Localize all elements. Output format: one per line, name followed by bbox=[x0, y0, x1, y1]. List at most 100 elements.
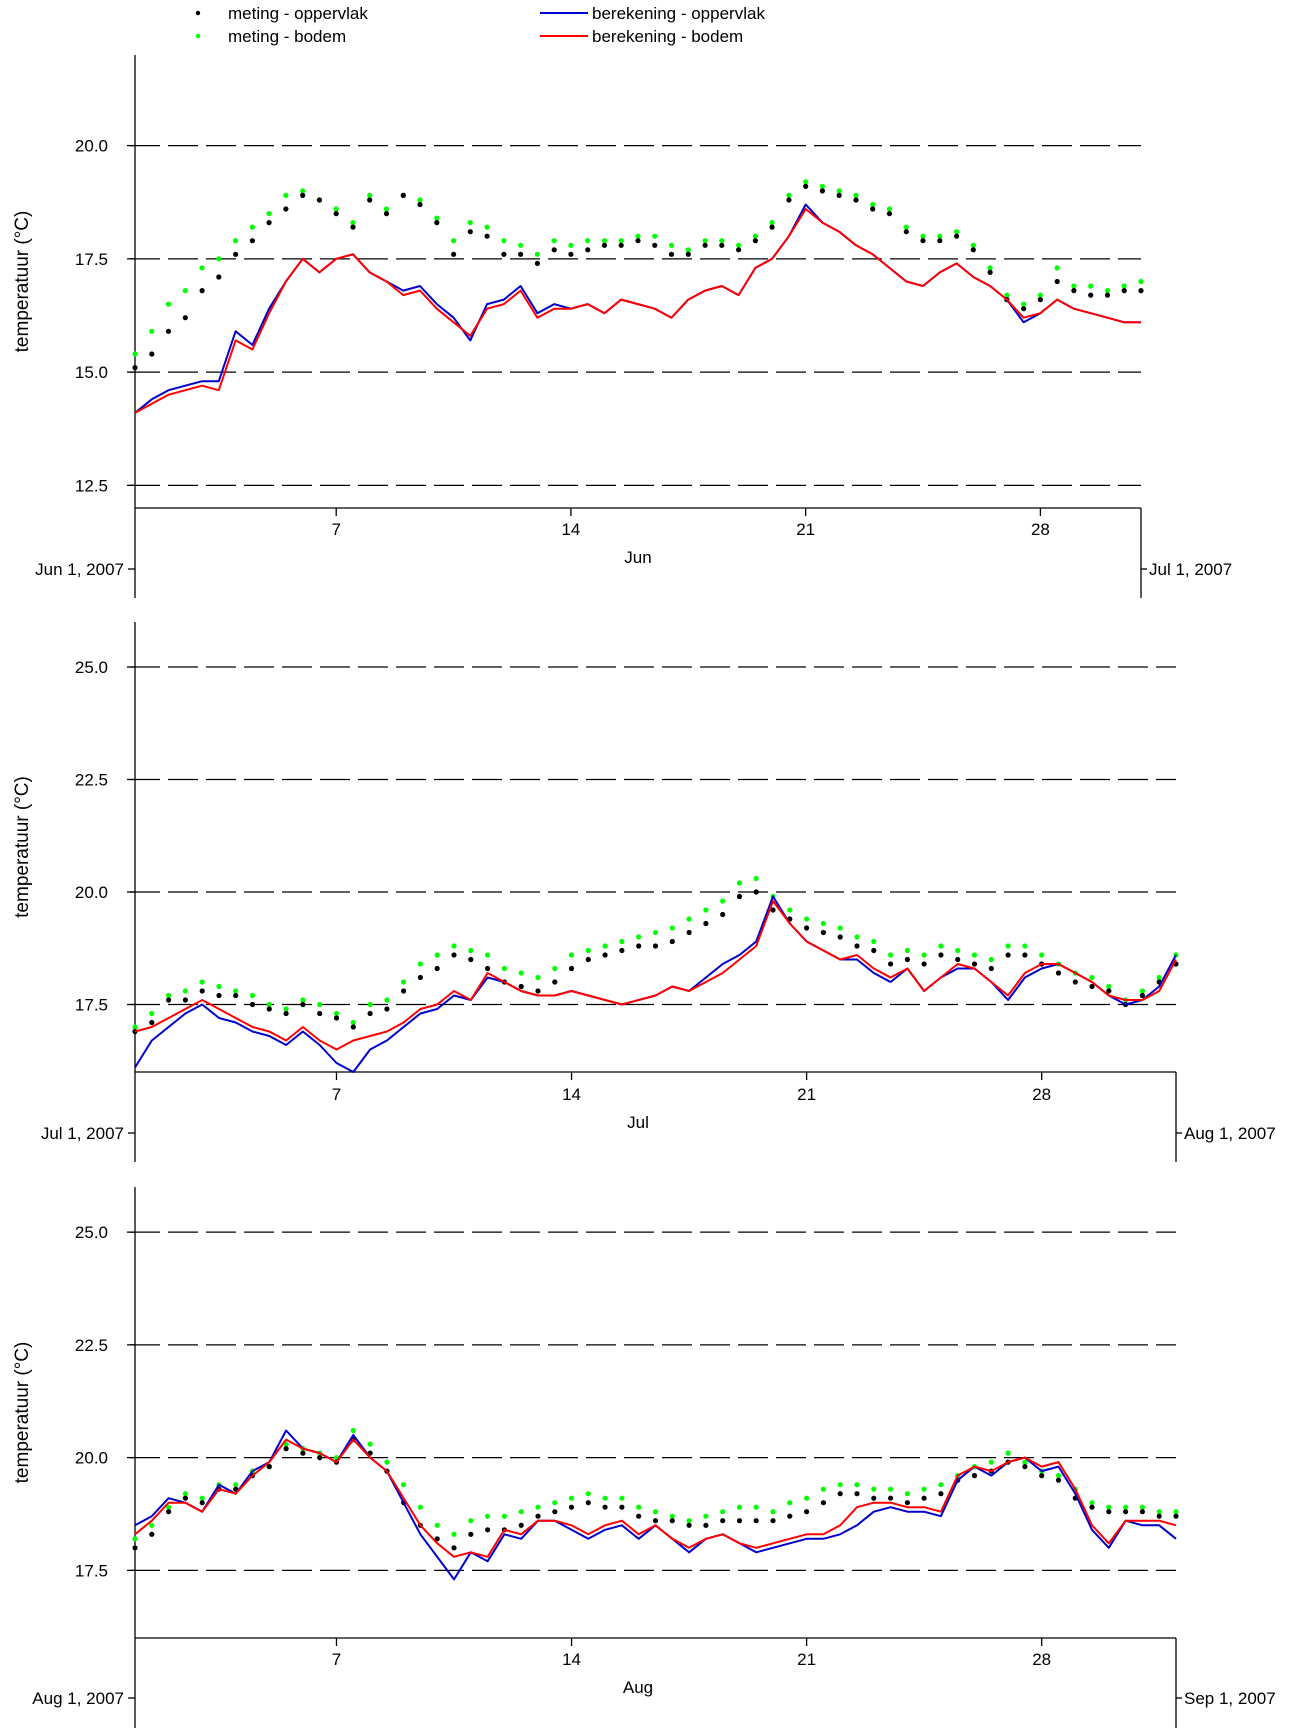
point-meting-oppervlak bbox=[988, 965, 994, 972]
start-date-label: Jul 1, 2007 bbox=[41, 1124, 124, 1143]
point-meting-bodem bbox=[166, 1504, 172, 1510]
point-meting-bodem bbox=[753, 875, 759, 882]
point-meting-oppervlak bbox=[384, 1006, 390, 1012]
y-tick-label: 20.0 bbox=[75, 137, 108, 156]
y-tick-label: 22.5 bbox=[75, 1336, 108, 1355]
point-meting-oppervlak bbox=[886, 211, 893, 217]
point-meting-oppervlak bbox=[602, 1504, 608, 1510]
series-berekening-bodem bbox=[134, 1438, 1177, 1558]
point-meting-oppervlak bbox=[317, 1010, 323, 1017]
point-meting-oppervlak bbox=[199, 1500, 205, 1506]
start-date-label: Jun 1, 2007 bbox=[35, 560, 124, 579]
point-meting-oppervlak bbox=[1054, 278, 1060, 285]
point-meting-bodem bbox=[819, 183, 826, 189]
point-meting-oppervlak bbox=[518, 983, 524, 990]
start-date-label: Aug 1, 2007 bbox=[32, 1689, 124, 1708]
point-meting-bodem bbox=[468, 947, 474, 954]
x-tick-label: 14 bbox=[562, 1085, 581, 1104]
legend-marker-1 bbox=[195, 33, 201, 39]
x-axis-label: Jul bbox=[627, 1113, 649, 1132]
point-meting-oppervlak bbox=[485, 965, 491, 972]
point-meting-bodem bbox=[652, 929, 659, 936]
point-meting-bodem bbox=[820, 920, 827, 927]
point-meting-oppervlak bbox=[501, 251, 507, 257]
point-meting-bodem bbox=[367, 1441, 373, 1447]
point-meting-bodem bbox=[753, 1504, 759, 1510]
point-meting-oppervlak bbox=[434, 965, 440, 972]
series-meting-oppervlak bbox=[132, 889, 1179, 1035]
point-meting-oppervlak bbox=[233, 251, 239, 257]
point-meting-oppervlak bbox=[417, 201, 423, 208]
point-meting-bodem bbox=[888, 952, 894, 958]
point-meting-oppervlak bbox=[1139, 992, 1145, 999]
point-meting-bodem bbox=[367, 192, 373, 198]
point-meting-oppervlak bbox=[434, 1536, 440, 1542]
point-meting-oppervlak bbox=[1021, 306, 1027, 312]
point-meting-bodem bbox=[804, 916, 810, 922]
point-meting-bodem bbox=[752, 233, 759, 239]
point-meting-oppervlak bbox=[350, 1024, 356, 1030]
point-meting-bodem bbox=[1138, 278, 1144, 285]
point-meting-oppervlak bbox=[955, 956, 961, 963]
point-meting-oppervlak bbox=[819, 188, 826, 194]
point-meting-oppervlak bbox=[216, 992, 222, 999]
point-meting-bodem bbox=[501, 238, 507, 244]
point-meting-bodem bbox=[535, 1504, 541, 1510]
point-meting-bodem bbox=[1005, 1450, 1011, 1456]
point-meting-bodem bbox=[803, 179, 809, 185]
point-meting-bodem bbox=[132, 1536, 138, 1542]
point-meting-oppervlak bbox=[132, 1545, 138, 1551]
point-meting-oppervlak bbox=[350, 224, 356, 230]
point-meting-bodem bbox=[518, 1509, 524, 1515]
point-meting-oppervlak bbox=[199, 988, 205, 994]
point-meting-oppervlak bbox=[820, 929, 827, 936]
x-tick-label: 14 bbox=[561, 520, 580, 539]
point-meting-oppervlak bbox=[635, 238, 641, 244]
point-meting-oppervlak bbox=[182, 997, 188, 1003]
point-meting-oppervlak bbox=[870, 206, 876, 212]
point-meting-oppervlak bbox=[921, 1495, 927, 1501]
point-meting-oppervlak bbox=[1121, 288, 1127, 294]
point-meting-bodem bbox=[601, 238, 608, 244]
y-tick-label: 20.0 bbox=[75, 883, 108, 902]
point-meting-oppervlak bbox=[166, 997, 172, 1003]
point-meting-oppervlak bbox=[283, 206, 289, 212]
point-meting-bodem bbox=[668, 242, 675, 248]
point-meting-bodem bbox=[216, 256, 222, 262]
point-meting-bodem bbox=[501, 965, 507, 972]
point-meting-oppervlak bbox=[921, 961, 927, 967]
point-meting-bodem bbox=[702, 238, 708, 244]
point-meting-oppervlak bbox=[468, 956, 474, 963]
point-meting-oppervlak bbox=[451, 952, 457, 958]
point-meting-bodem bbox=[149, 328, 155, 334]
point-meting-oppervlak bbox=[166, 1509, 172, 1515]
point-meting-bodem bbox=[1123, 1504, 1129, 1510]
point-meting-bodem bbox=[585, 238, 591, 244]
point-meting-bodem bbox=[451, 1531, 457, 1537]
point-meting-oppervlak bbox=[703, 1522, 709, 1528]
point-meting-oppervlak bbox=[703, 920, 709, 927]
point-meting-bodem bbox=[1022, 1459, 1028, 1465]
point-meting-oppervlak bbox=[585, 1500, 591, 1506]
end-date-label: Aug 1, 2007 bbox=[1184, 1124, 1276, 1143]
point-meting-bodem bbox=[987, 265, 993, 271]
point-meting-bodem bbox=[636, 934, 642, 940]
point-meting-bodem bbox=[736, 242, 742, 248]
point-meting-oppervlak bbox=[401, 988, 407, 994]
point-meting-oppervlak bbox=[585, 956, 591, 963]
point-meting-bodem bbox=[484, 224, 490, 230]
series-meting-bodem bbox=[132, 179, 1144, 357]
point-meting-bodem bbox=[602, 1495, 608, 1501]
point-meting-bodem bbox=[350, 220, 356, 226]
point-meting-oppervlak bbox=[1139, 1509, 1145, 1515]
point-meting-bodem bbox=[837, 1482, 843, 1488]
point-meting-bodem bbox=[485, 952, 491, 958]
point-meting-bodem bbox=[871, 938, 877, 945]
point-meting-oppervlak bbox=[1123, 1509, 1129, 1515]
point-meting-bodem bbox=[518, 970, 524, 976]
point-meting-oppervlak bbox=[333, 1015, 340, 1021]
point-meting-oppervlak bbox=[770, 907, 776, 913]
point-meting-oppervlak bbox=[971, 961, 978, 967]
point-meting-oppervlak bbox=[552, 1509, 558, 1515]
